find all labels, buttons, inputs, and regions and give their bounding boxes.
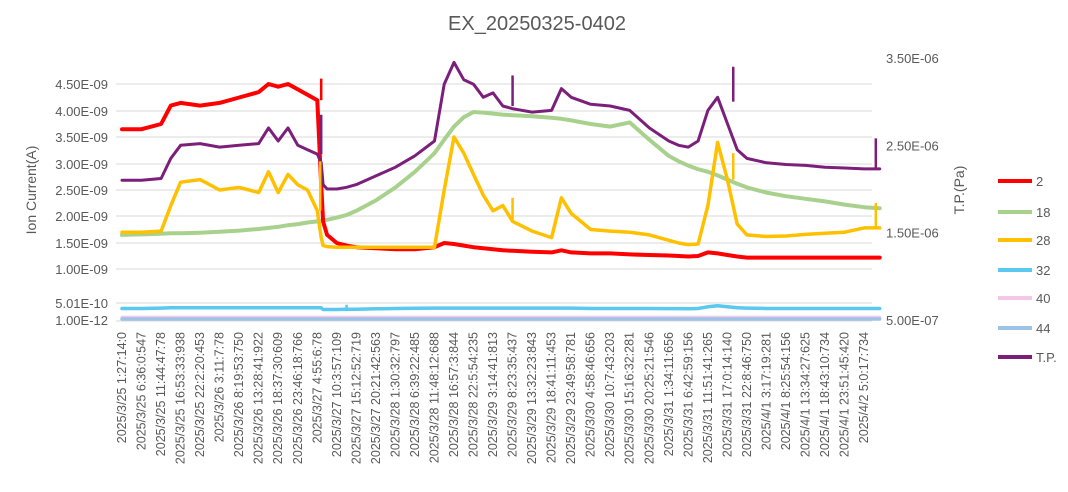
- x-tick-label: 2025/3/28 1:30:32:797: [388, 332, 402, 457]
- x-tick-label: 2025/3/27 15:12:52:719: [349, 332, 363, 464]
- x-tick-label: 2025/3/31 17:0:14:140: [720, 332, 734, 457]
- x-tick-label: 2025/3/27 4:55:6:78: [310, 332, 324, 443]
- x-tick-label: 2025/3/26 18:37:30:609: [271, 332, 285, 464]
- x-tick-label: 2025/4/1 8:25:54:156: [779, 332, 793, 450]
- y-tick-label: 3.00E-09: [55, 157, 108, 172]
- y-tick-label: 2.00E-09: [55, 209, 108, 224]
- x-tick-label: 2025/3/30 10:7:43:203: [603, 332, 617, 457]
- legend-label: 2: [1036, 174, 1043, 189]
- series-line-tp: [120, 60, 882, 191]
- x-tick-label: 2025/3/28 11:48:12:688: [427, 332, 441, 463]
- chart-title: EX_20250325-0402: [448, 13, 626, 35]
- y2-tick-label: 2.50E-06: [886, 138, 939, 153]
- legend-label: 44: [1036, 321, 1050, 336]
- x-tick-label: 2025/3/26 8:19:53:750: [232, 332, 246, 457]
- x-tick-label: 2025/3/25 11:44:47:78: [154, 332, 168, 456]
- x-tick-label: 2025/4/1 3:17:19:281: [759, 332, 773, 450]
- series-line-18: [120, 110, 882, 237]
- x-tick-label: 2025/3/25 22:2:20:453: [193, 332, 207, 457]
- x-tick-label: 2025/3/26 13:28:41:922: [252, 332, 266, 464]
- y2-tick-label: 1.50E-06: [886, 226, 939, 241]
- y-tick-label: 4.00E-09: [55, 104, 108, 119]
- y-tick-label: 1.00E-12: [55, 313, 108, 328]
- series-line-2: [120, 82, 882, 260]
- x-axis-ticks: 2025/3/25 1:27:14:0 2025/3/25 6:36:0:547 2…: [115, 332, 871, 464]
- x-tick-label: 2025/3/30 4:58:46:656: [584, 332, 598, 457]
- x-tick-label: 2025/3/28 22:5:54:235: [467, 332, 481, 457]
- y-tick-label: 3.50E-09: [55, 130, 108, 145]
- x-tick-label: 2025/3/27 10:3:57:109: [330, 332, 344, 457]
- x-tick-label: 2025/3/28 16:57:3:844: [447, 332, 461, 457]
- x-tick-label: 2025/3/29 23:49:58:781: [564, 332, 578, 464]
- x-tick-label: 2025/4/1 23:51:45:420: [838, 332, 852, 457]
- x-tick-label: 2025/3/31 1:34:11:656: [662, 332, 676, 456]
- y2-axis-ticks: 5.00E-07 1.50E-06 2.50E-06 3.50E-06: [886, 51, 939, 328]
- x-tick-label: 2025/3/31 6:42:59:156: [681, 332, 695, 457]
- gridlines: [116, 83, 872, 322]
- x-tick-label: 2025/4/1 13:34:27:625: [799, 332, 813, 457]
- legend: 2 18 28 32 40 44 T.P.: [998, 174, 1057, 365]
- y-axis-ticks: 1.00E-12 5.01E-10 1.00E-09 1.50E-09 2.00E-09…: [55, 77, 108, 328]
- x-tick-label: 2025/3/30 15:16:32:281: [623, 332, 637, 464]
- y-tick-label: 4.50E-09: [55, 77, 108, 92]
- x-tick-label: 2025/3/28 6:39:22:485: [408, 332, 422, 457]
- x-tick-label: 2025/3/29 3:14:41:813: [486, 332, 500, 457]
- x-tick-label: 2025/3/31 11:51:41:265: [701, 332, 715, 463]
- y-tick-label: 1.00E-09: [55, 262, 108, 277]
- series-line-28: [120, 135, 882, 249]
- x-tick-label: 2025/3/29 8:23:35:437: [506, 332, 520, 457]
- x-tick-label: 2025/3/26 23:46:18:766: [291, 332, 305, 464]
- x-tick-label: 2025/3/29 18:41:11:453: [545, 332, 559, 463]
- x-tick-label: 2025/3/25 1:27:14:0: [115, 332, 129, 443]
- x-tick-label: 2025/3/26 3:11:7:78: [213, 332, 227, 442]
- y-tick-label: 2.50E-09: [55, 183, 108, 198]
- y-axis-title: Ion Current(A): [23, 146, 39, 235]
- x-tick-label: 2025/3/27 20:21:42:563: [369, 332, 383, 464]
- y2-tick-label: 5.00E-07: [886, 313, 939, 328]
- x-tick-label: 2025/3/29 13:32:23:843: [525, 332, 539, 464]
- x-tick-label: 2025/4/1 18:43:10:734: [818, 332, 832, 457]
- legend-label: 28: [1036, 233, 1050, 248]
- plot-area: [120, 60, 882, 321]
- y-tick-label: 5.01E-10: [55, 296, 108, 311]
- y2-tick-label: 3.50E-06: [886, 51, 939, 66]
- legend-label: 18: [1036, 205, 1050, 220]
- x-tick-label: 2025/3/31 22:8:46:750: [740, 332, 754, 457]
- y2-axis-title: T.P.(Pa): [951, 166, 967, 215]
- legend-label: T.P.: [1036, 350, 1057, 365]
- legend-label: 32: [1036, 263, 1050, 278]
- x-tick-label: 2025/3/25 6:36:0:547: [135, 332, 149, 450]
- series-line-32: [120, 304, 882, 312]
- x-tick-label: 2025/3/30 20:25:21:546: [642, 332, 656, 464]
- y-tick-label: 1.50E-09: [55, 236, 108, 251]
- legend-label: 40: [1036, 291, 1050, 306]
- x-tick-label: 2025/3/25 16:53:33:938: [174, 332, 188, 464]
- x-tick-label: 2025/4/2 5:0:17:734: [857, 332, 871, 443]
